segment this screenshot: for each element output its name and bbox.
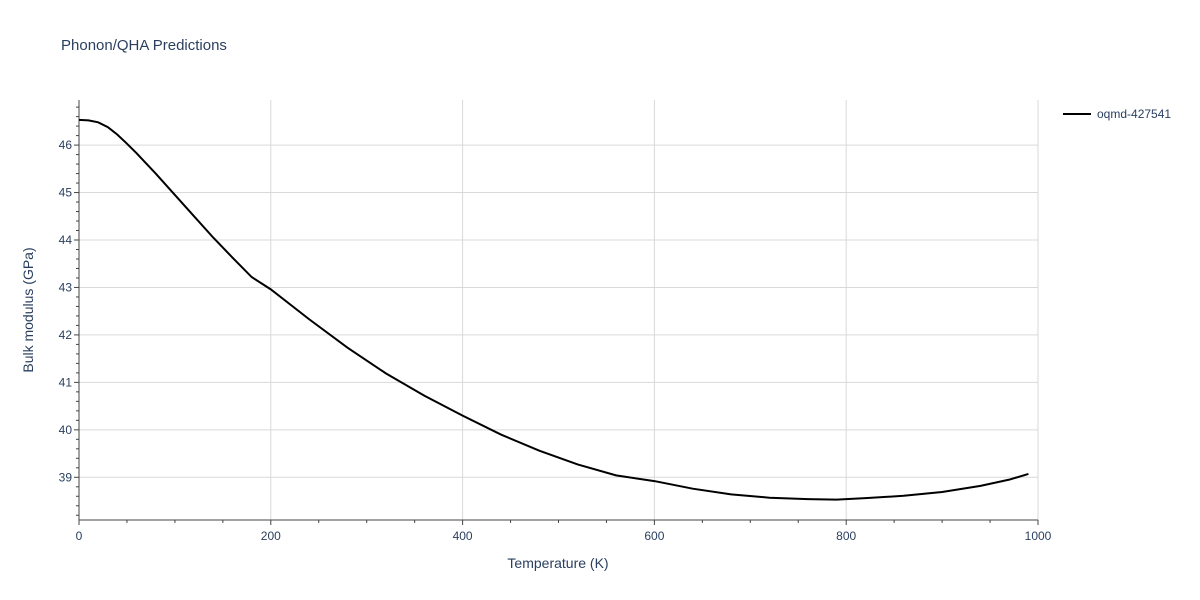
y-tick-label: 44 [59, 233, 73, 247]
series-line [78, 118, 1029, 501]
x-axis-title: Temperature (K) [507, 555, 608, 571]
y-tick-label: 43 [59, 280, 73, 294]
legend-label: oqmd-427541 [1097, 107, 1171, 121]
y-tick-label: 40 [59, 423, 73, 437]
x-tick-label: 1000 [1025, 529, 1052, 543]
x-tick-label: 400 [453, 529, 473, 543]
x-tick-label: 200 [261, 529, 281, 543]
x-tick-label: 800 [836, 529, 856, 543]
series-points [78, 119, 1029, 500]
legend[interactable]: oqmd-427541 [1063, 107, 1171, 121]
x-gridlines [270, 100, 1039, 520]
x-tick-label: 600 [644, 529, 664, 543]
y-tick-label: 46 [59, 138, 73, 152]
y-axis-title: Bulk modulus (GPa) [20, 247, 36, 372]
x-tick-labels: 0 200 400 600 800 1000 [76, 529, 1052, 543]
y-tick-labels: 39 40 41 42 43 44 45 46 [59, 138, 73, 484]
y-tick-label: 39 [59, 470, 73, 484]
y-gridlines [79, 144, 1038, 478]
x-minor-ticks [78, 520, 1039, 525]
x-tick-label: 0 [76, 529, 83, 543]
y-tick-label: 41 [59, 375, 73, 389]
y-tick-label: 45 [59, 186, 73, 200]
chart-title: Phonon/QHA Predictions [61, 37, 227, 54]
y-tick-label: 42 [59, 328, 73, 342]
y-minor-ticks [74, 106, 79, 516]
